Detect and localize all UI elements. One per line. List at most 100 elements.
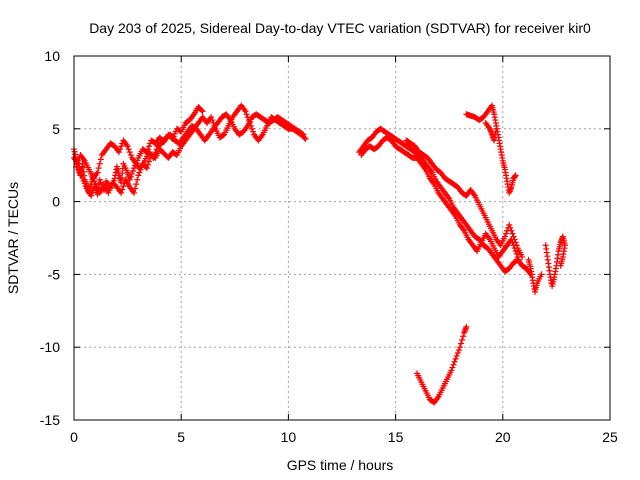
data-point (455, 347, 462, 354)
data-point (300, 131, 307, 138)
data-point (501, 233, 508, 240)
y-tick-label: -10 (40, 339, 60, 355)
data-point (146, 143, 153, 150)
data-marks (71, 102, 568, 406)
y-axis-label: SDTVAR / TECUs (5, 182, 21, 294)
data-point (538, 271, 545, 278)
series-arc-10 (525, 256, 545, 295)
series-arc-5 (358, 134, 523, 266)
series-arc-4 (356, 125, 534, 278)
data-point (508, 227, 515, 234)
x-tick-label: 20 (495, 429, 511, 445)
series-arc-1 (71, 103, 206, 198)
x-tick-label: 0 (70, 429, 78, 445)
data-point (513, 242, 520, 249)
data-point (124, 143, 131, 150)
data-point (144, 146, 151, 153)
data-point (242, 108, 249, 115)
data-point (199, 108, 206, 115)
x-tick-label: 5 (177, 429, 185, 445)
data-point (116, 149, 123, 156)
data-point (118, 143, 125, 150)
data-point (75, 157, 82, 164)
data-point (493, 125, 500, 132)
data-point (509, 230, 516, 237)
data-point (127, 173, 134, 180)
data-point (507, 224, 514, 231)
data-point (135, 172, 142, 179)
data-point (88, 192, 95, 199)
data-point (208, 114, 215, 121)
grid-lines (74, 56, 610, 420)
axis-ticks: 0 5 10 15 20 25 10 5 0 -5 -10 -15 (40, 48, 618, 445)
data-point (302, 135, 309, 142)
data-point (460, 333, 467, 340)
series-arc-6 (403, 137, 526, 260)
series-arc-9 (414, 323, 470, 406)
data-point (503, 230, 510, 237)
data-point (117, 146, 124, 153)
data-point (454, 350, 461, 357)
data-point (134, 176, 141, 183)
data-point (127, 152, 134, 159)
data-point (450, 361, 457, 368)
data-point (128, 170, 135, 177)
data-point (94, 169, 101, 176)
data-point (125, 146, 132, 153)
data-point (515, 256, 522, 263)
data-point (519, 253, 526, 260)
data-point (74, 160, 81, 167)
data-point (133, 181, 140, 188)
y-tick-label: 5 (52, 121, 60, 137)
data-point (449, 364, 456, 371)
data-point (456, 344, 463, 351)
data-point (151, 152, 158, 159)
data-point (516, 259, 523, 266)
data-point (459, 336, 466, 343)
data-point (143, 165, 150, 172)
y-tick-label: 0 (52, 194, 60, 210)
data-point (97, 156, 104, 163)
data-point (209, 117, 216, 124)
y-tick-label: -15 (40, 412, 60, 428)
x-tick-label: 10 (281, 429, 297, 445)
data-point (77, 168, 84, 175)
data-point (118, 189, 125, 196)
data-point (131, 189, 138, 196)
data-point (150, 154, 157, 161)
data-point (120, 183, 127, 190)
series-arc-7 (463, 102, 519, 196)
y-tick-label: 10 (44, 48, 60, 64)
data-point (513, 251, 520, 258)
x-tick-label: 15 (388, 429, 404, 445)
data-point (96, 160, 103, 167)
series-arc-11 (542, 233, 568, 290)
data-point (90, 186, 97, 193)
data-point (126, 149, 133, 156)
x-axis-label: GPS time / hours (287, 457, 394, 473)
data-point (76, 164, 83, 171)
data-point (512, 239, 519, 246)
data-point (250, 128, 257, 135)
data-point (243, 111, 250, 118)
data-point (457, 340, 464, 347)
plot-frame (73, 55, 611, 421)
chart-title: Day 203 of 2025, Sidereal Day-to-day VTE… (89, 20, 591, 36)
data-point (95, 165, 102, 172)
data-point (153, 146, 160, 153)
data-point (506, 221, 513, 228)
data-point (512, 172, 519, 179)
data-point (248, 125, 255, 132)
data-point (144, 161, 151, 168)
data-point (510, 233, 517, 240)
data-point (146, 158, 153, 165)
x-tick-label: 25 (602, 429, 618, 445)
data-point (452, 355, 459, 362)
data-point (463, 323, 470, 330)
data-point (119, 186, 126, 193)
data-point (453, 352, 460, 359)
series-arc-3 (73, 111, 307, 182)
data-point (132, 185, 139, 192)
data-point (451, 358, 458, 365)
